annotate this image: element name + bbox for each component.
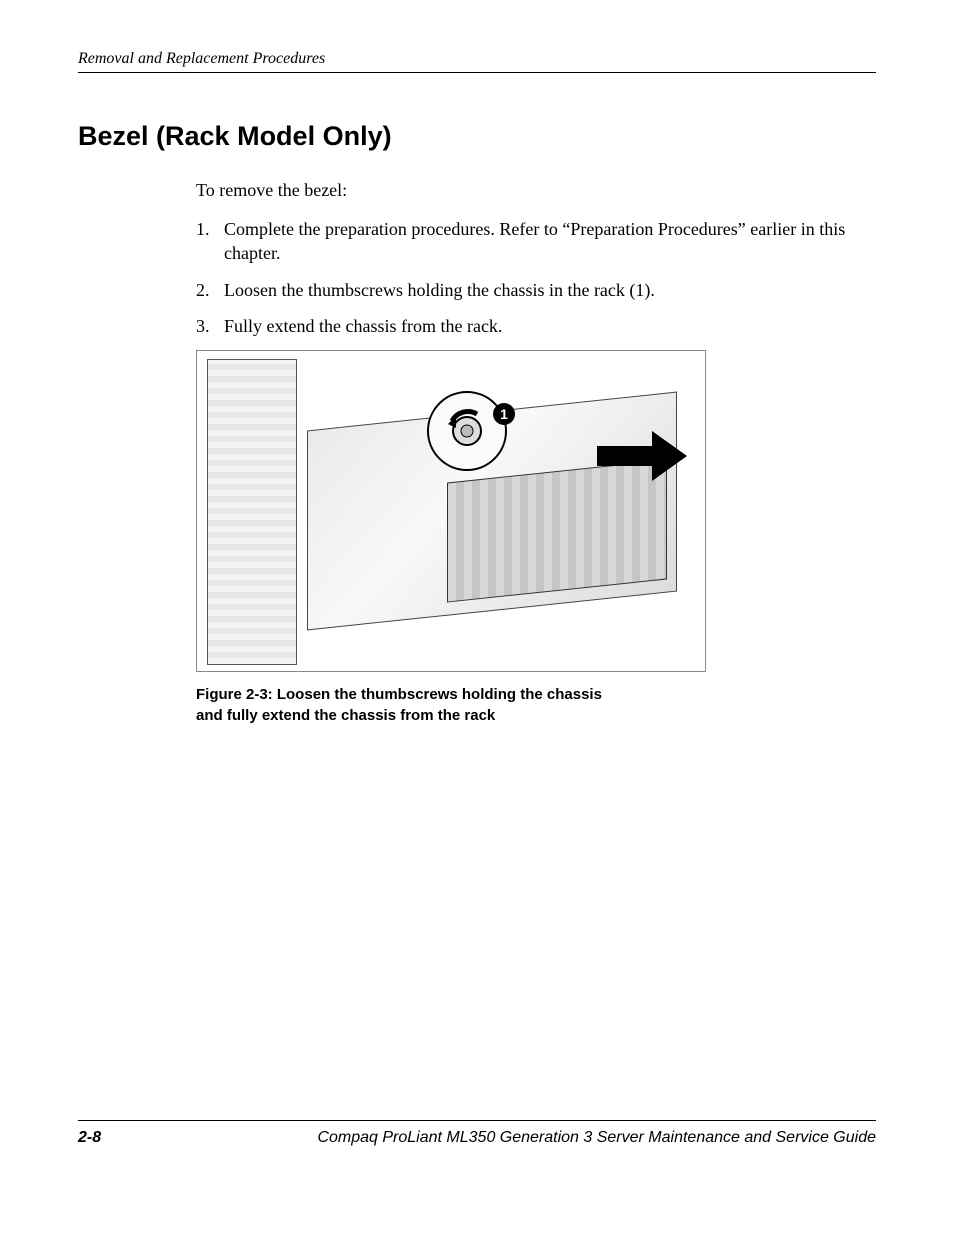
thumbscrew-callout-icon bbox=[427, 391, 507, 471]
footer-page-number: 2-8 bbox=[78, 1129, 101, 1147]
extend-arrow-icon bbox=[597, 431, 687, 481]
step-number: 1. bbox=[196, 217, 224, 266]
figure-caption: Figure 2-3: Loosen the thumbscrews holdi… bbox=[196, 684, 626, 726]
step-item: 2. Loosen the thumbscrews holding the ch… bbox=[196, 278, 876, 302]
step-number: 3. bbox=[196, 314, 224, 338]
step-item: 1. Complete the preparation procedures. … bbox=[196, 217, 876, 266]
steps-list: 1. Complete the preparation procedures. … bbox=[196, 217, 876, 338]
footer-doc-title: Compaq ProLiant ML350 Generation 3 Serve… bbox=[317, 1129, 876, 1147]
step-item: 3. Fully extend the chassis from the rac… bbox=[196, 314, 876, 338]
step-number: 2. bbox=[196, 278, 224, 302]
step-text: Fully extend the chassis from the rack. bbox=[224, 314, 876, 338]
intro-text: To remove the bezel: bbox=[196, 180, 876, 201]
page: Removal and Replacement Procedures Bezel… bbox=[0, 0, 954, 1235]
step-text: Complete the preparation procedures. Ref… bbox=[224, 217, 876, 266]
step-text: Loosen the thumbscrews holding the chass… bbox=[224, 278, 876, 302]
running-head: Removal and Replacement Procedures bbox=[78, 50, 876, 73]
figure: 1 Figure 2-3: Loosen the thumbscrews hol… bbox=[196, 350, 876, 726]
page-footer: 2-8 Compaq ProLiant ML350 Generation 3 S… bbox=[78, 1120, 876, 1147]
figure-caption-prefix: Figure 2-3: bbox=[196, 686, 277, 703]
section-title: Bezel (Rack Model Only) bbox=[78, 121, 876, 152]
figure-image: 1 bbox=[196, 350, 706, 672]
rack-illustration bbox=[207, 359, 297, 665]
